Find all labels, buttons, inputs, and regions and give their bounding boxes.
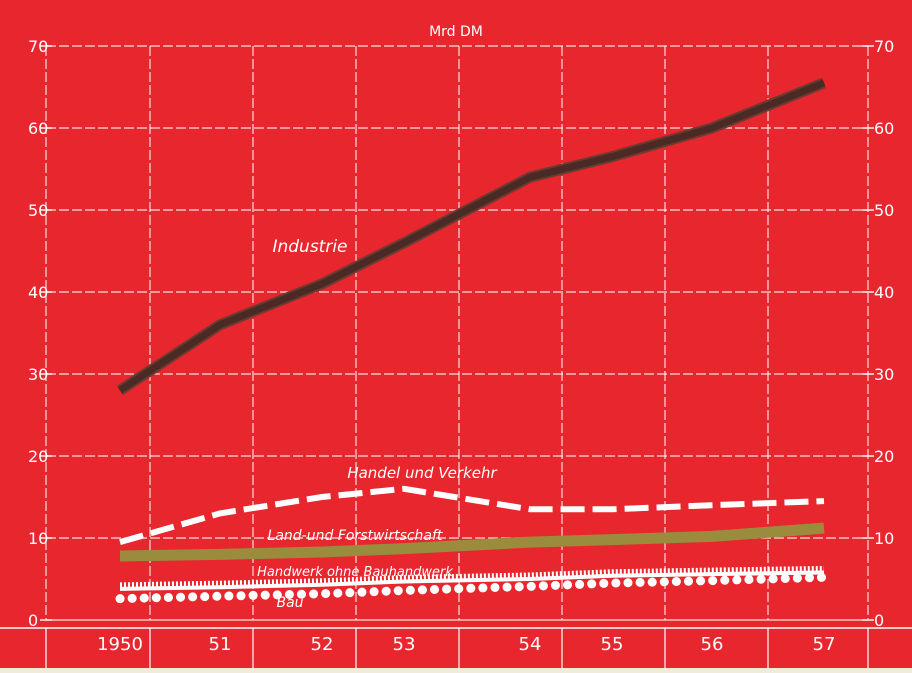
series-label: Handwerk ohne Bauhandwerk [257,565,453,580]
series-label: Bau [276,595,303,611]
y-tick-label-right: 30 [874,365,894,384]
x-tick-label: 56 [701,634,724,655]
x-tick-label: 1950 [97,634,143,655]
y-tick-label-left: 0 [28,611,38,630]
unit-label: Mrd DM [429,24,483,40]
y-tick-label-right: 10 [874,529,894,548]
series-label: Handel und Verkehr [347,464,497,482]
x-tick-label: 52 [311,634,334,655]
y-tick-label-right: 0 [874,611,884,630]
x-tick-label: 55 [601,634,624,655]
y-tick-label-right: 40 [874,283,894,302]
series-label: Industrie [272,237,347,257]
x-tick-label: 51 [209,634,232,655]
y-tick-label-right: 50 [874,201,894,220]
y-tick-label-right: 70 [874,37,894,56]
x-tick-label: 54 [519,634,542,655]
x-tick-label: 53 [393,634,416,655]
y-tick-label-right: 20 [874,447,894,466]
x-tick-label: 57 [813,634,836,655]
y-tick-label-right: 60 [874,119,894,138]
series-label: Land-und Forstwirtschaft [268,528,443,544]
